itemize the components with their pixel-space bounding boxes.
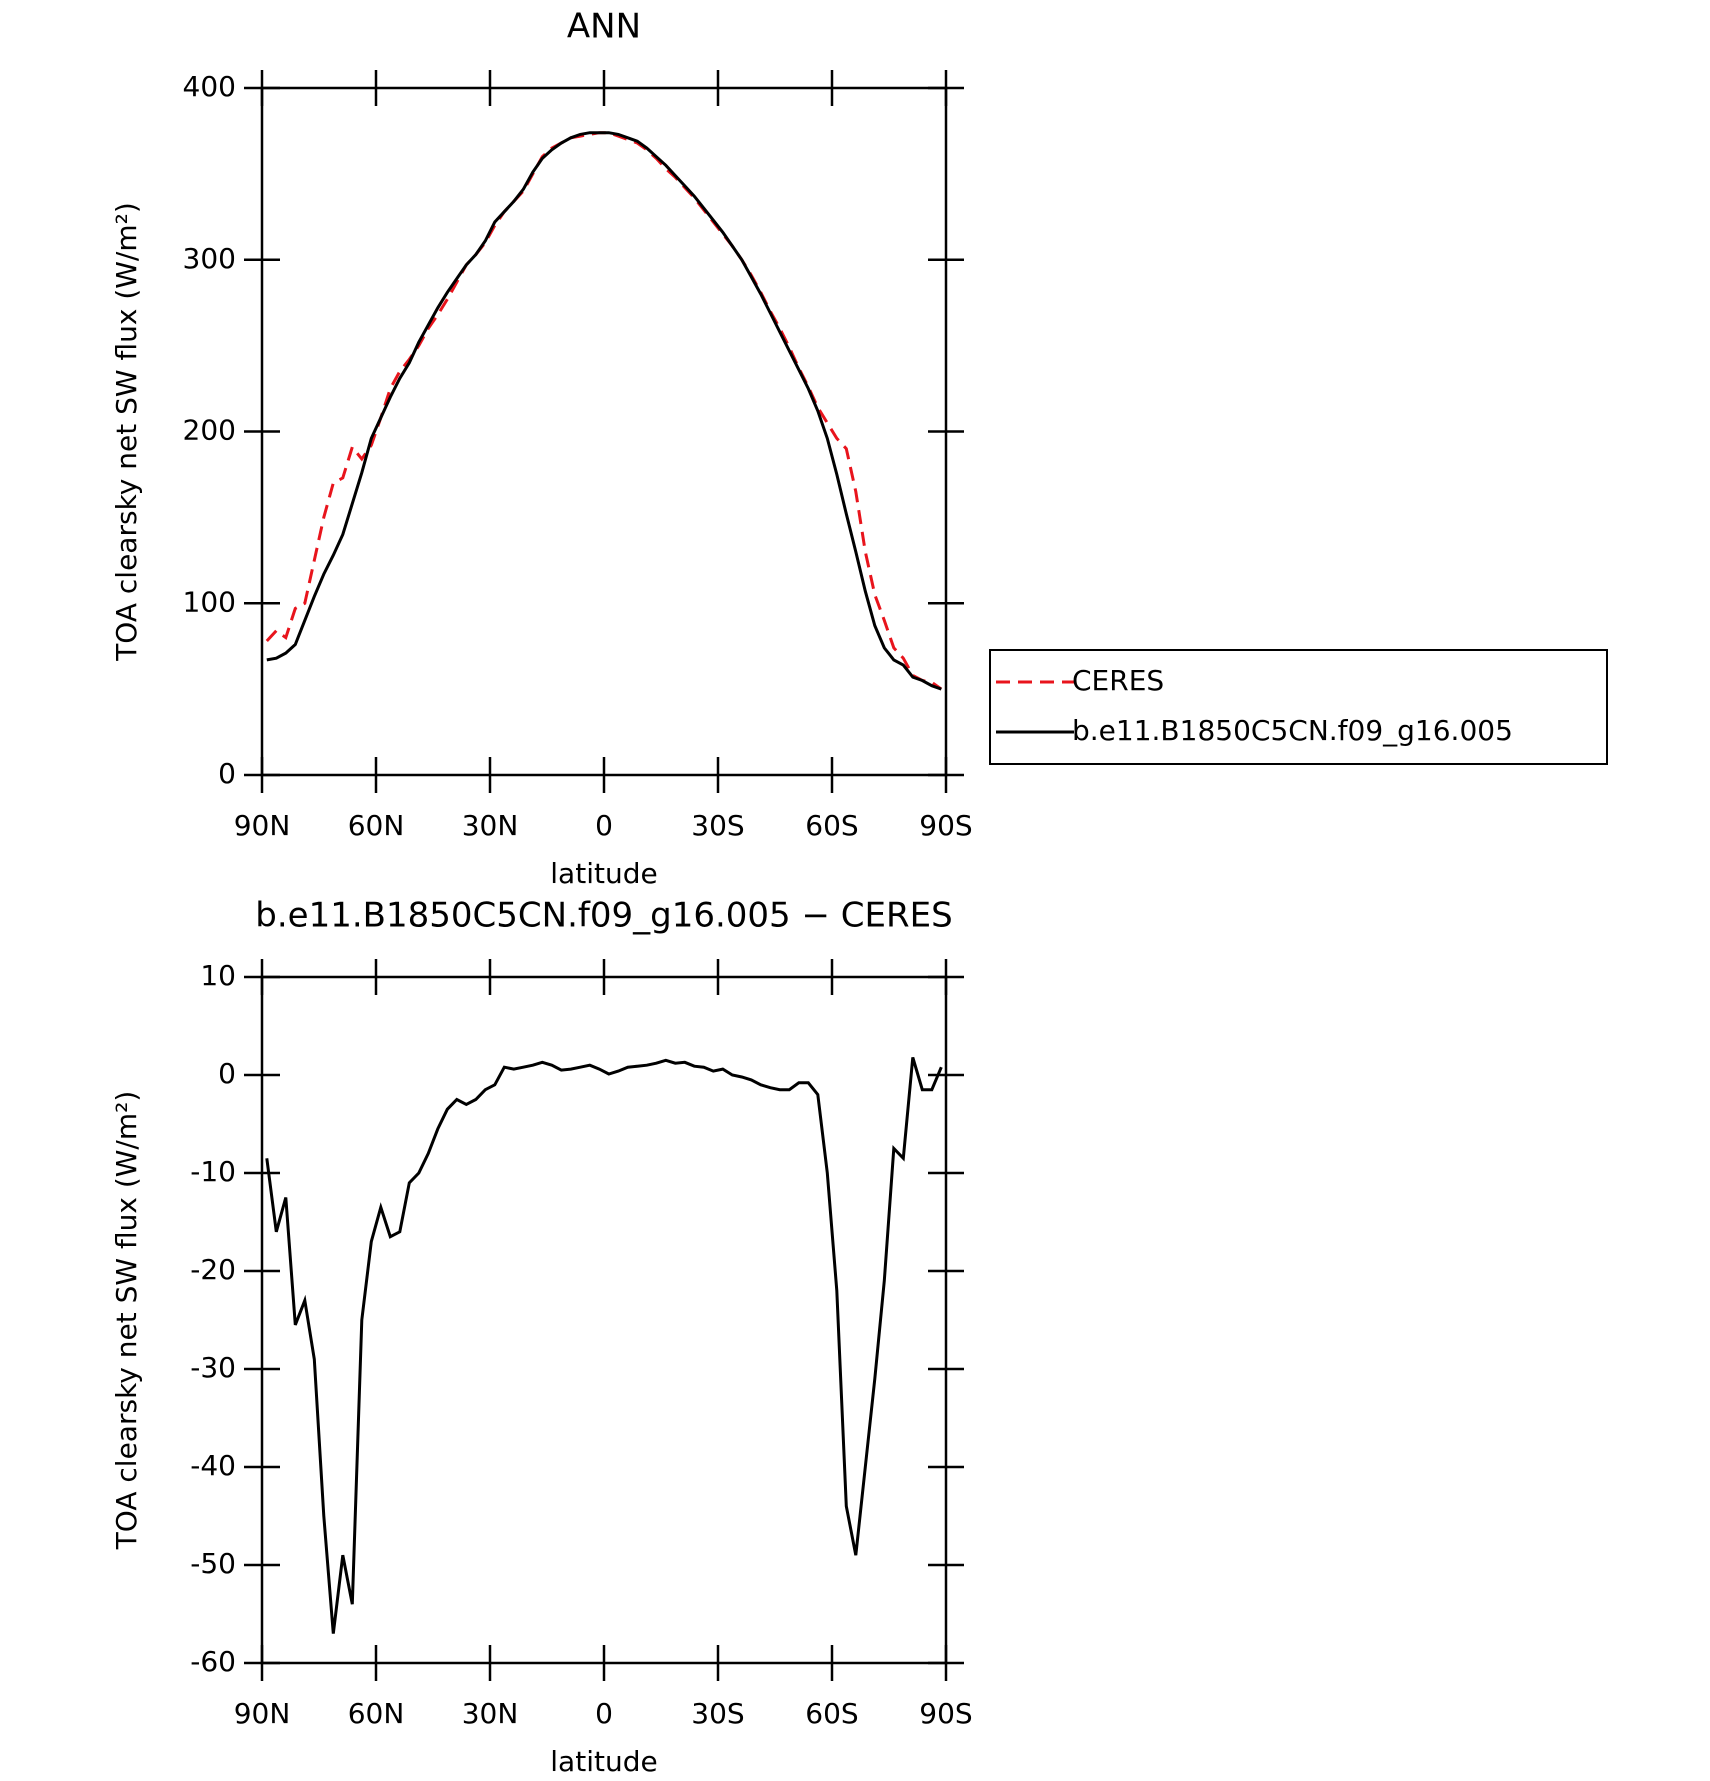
x-tick-label: 0 (595, 809, 613, 842)
x-tick-label: 30S (691, 809, 744, 842)
legend-label: CERES (1072, 664, 1164, 697)
chart-title: ANN (567, 7, 641, 47)
y-tick-label: -30 (190, 1351, 236, 1384)
y-tick-label: 0 (218, 1057, 236, 1090)
x-axis-label: latitude (550, 1745, 657, 1778)
x-tick-label: 90S (919, 809, 972, 842)
legend-box (989, 649, 1608, 765)
plot-frame (260, 86, 948, 777)
data-line (266, 131, 942, 691)
data-line (265, 131, 943, 691)
x-tick-label: 60S (805, 1697, 858, 1730)
data-line (265, 1056, 943, 1634)
x-tick-label: 60S (805, 809, 858, 842)
x-tick-label: 30N (462, 809, 519, 842)
y-axis-label: TOA clearsky net SW flux (W/m²) (110, 202, 143, 662)
y-tick-label: 100 (183, 585, 236, 618)
x-tick-label: 60N (348, 1697, 405, 1730)
y-axis-label: TOA clearsky net SW flux (W/m²) (110, 1091, 143, 1551)
x-tick-label: 30S (691, 1697, 744, 1730)
y-tick-label: -20 (190, 1253, 236, 1286)
y-tick-label: 10 (200, 959, 236, 992)
y-tick-label: 0 (218, 757, 236, 790)
chart-title: b.e11.B1850C5CN.f09_g16.005 − CERES (255, 896, 952, 936)
y-tick-label: -50 (190, 1547, 236, 1580)
x-tick-label: 60N (348, 809, 405, 842)
y-tick-label: -10 (190, 1155, 236, 1188)
x-axis-label: latitude (550, 857, 657, 890)
x-tick-label: 90N (234, 809, 291, 842)
y-tick-label: 200 (183, 414, 236, 447)
y-tick-label: 300 (183, 242, 236, 275)
legend-label: b.e11.B1850C5CN.f09_g16.005 (1072, 714, 1513, 747)
y-tick-label: -60 (190, 1645, 236, 1678)
plot-frame (260, 975, 948, 1665)
x-tick-label: 0 (595, 1697, 613, 1730)
x-tick-label: 90S (919, 1697, 972, 1730)
y-tick-label: -40 (190, 1449, 236, 1482)
y-tick-label: 400 (183, 70, 236, 103)
x-tick-label: 90N (234, 1697, 291, 1730)
x-tick-label: 30N (462, 1697, 519, 1730)
